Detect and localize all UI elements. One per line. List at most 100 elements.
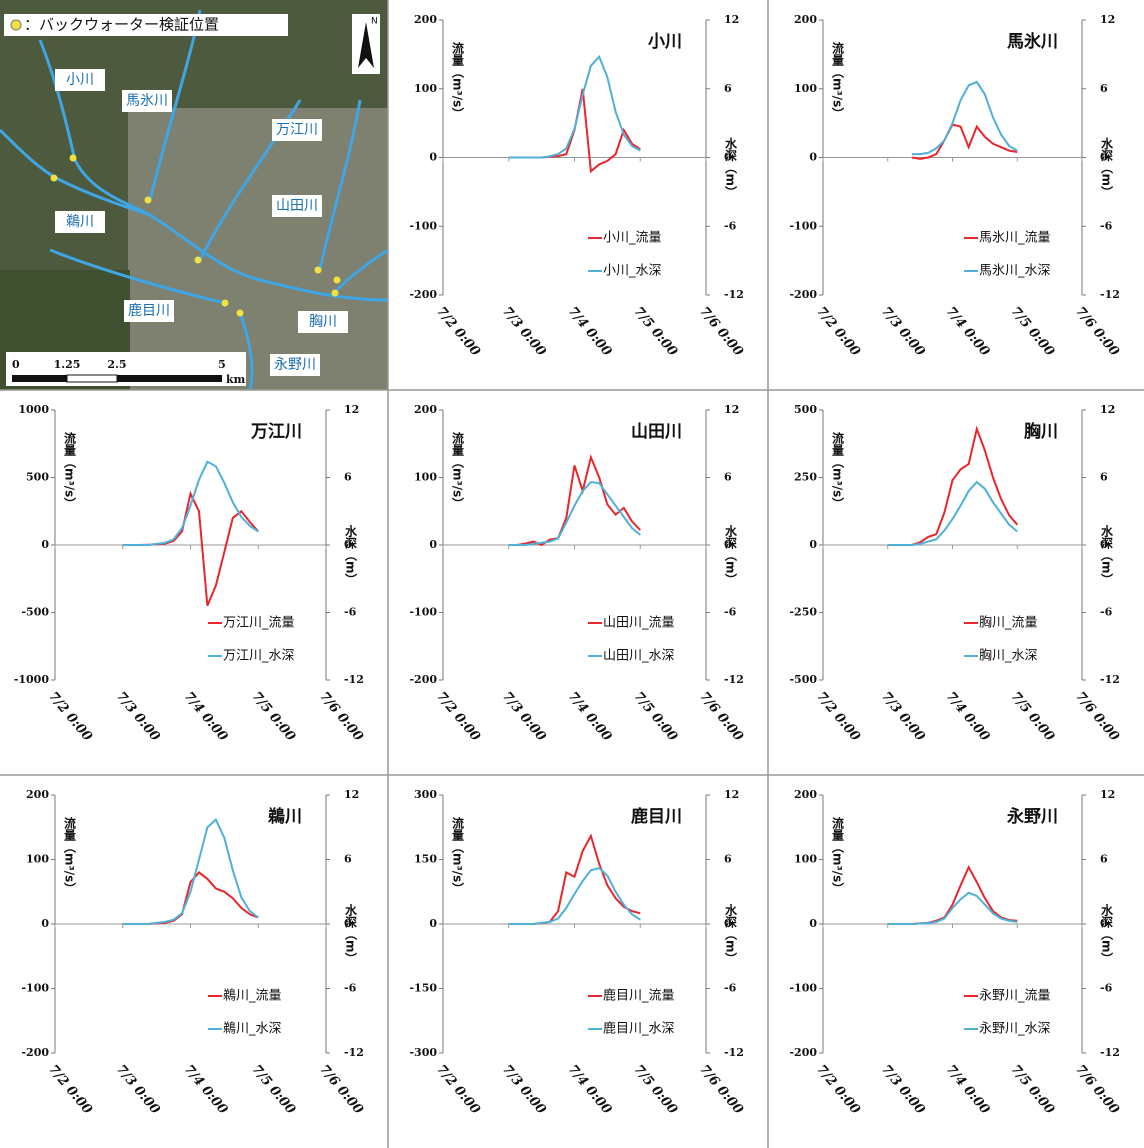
- scale-label: 5: [218, 358, 226, 371]
- y-tick-label: -500: [21, 606, 49, 619]
- y-axis-label: 流量（m³/s）: [831, 41, 845, 120]
- series-line: [123, 820, 258, 924]
- y-tick-label: -100: [21, 982, 49, 995]
- legend-label: 万江川_水深: [223, 649, 295, 664]
- y-tick-label: 100: [414, 471, 437, 484]
- x-tick-label: 7/2 0:00: [813, 1062, 863, 1117]
- y-tick-label: 200: [26, 788, 49, 801]
- scale-bar: [117, 375, 222, 382]
- y2-axis-label: 水深（m）: [344, 524, 358, 586]
- scale-unit: km: [226, 373, 246, 386]
- y-tick-label: 0: [429, 151, 437, 164]
- x-tick-label: 7/3 0:00: [878, 304, 928, 359]
- x-tick-label: 7/4 0:00: [943, 304, 993, 359]
- x-tick-label: 7/3 0:00: [113, 1062, 163, 1117]
- y-axis-label: 流量（m³/s）: [451, 41, 465, 120]
- y2-tick-label: 6: [724, 471, 732, 484]
- y2-axis-label: 水深（m）: [724, 903, 738, 965]
- y2-tick-label: -6: [724, 982, 737, 995]
- y2-tick-label: 12: [724, 13, 739, 26]
- chart-title: 山田川: [631, 422, 682, 442]
- y2-tick-label: -6: [724, 219, 737, 232]
- x-tick-label: 7/3 0:00: [499, 1062, 549, 1117]
- y-axis-label: 流量（m³/s）: [831, 816, 845, 895]
- map-label: 胸川: [309, 314, 337, 330]
- y-tick-label: 500: [26, 471, 49, 484]
- chart-title: 鵜川: [267, 806, 302, 827]
- map-label: 小川: [66, 72, 94, 88]
- legend-label: 鹿目川_流量: [603, 988, 675, 1004]
- chart-title: 馬氷川: [1007, 31, 1058, 52]
- y-tick-label: 100: [794, 853, 817, 866]
- figure: ：バックウォーター検証位置 N 小川馬氷川万江川山田川鵜川鹿目川胸川永野川01.…: [0, 0, 1144, 1148]
- y-tick-label: 0: [429, 538, 437, 551]
- map-legend: ：バックウォーター検証位置: [24, 16, 219, 34]
- x-tick-label: 7/6 0:00: [696, 1062, 746, 1117]
- y-tick-label: 250: [794, 471, 817, 484]
- x-tick-label: 7/5 0:00: [631, 304, 681, 359]
- map-label: 鹿目川: [128, 302, 170, 319]
- y2-tick-label: -6: [1100, 219, 1113, 232]
- series-line: [509, 836, 641, 924]
- y2-tick-label: -6: [344, 982, 357, 995]
- y2-tick-label: -12: [344, 1046, 364, 1059]
- x-tick-label: 7/2 0:00: [433, 1062, 483, 1117]
- x-tick-label: 7/3 0:00: [113, 689, 163, 744]
- legend-label: 胸川_流量: [979, 616, 1038, 631]
- y-tick-label: 0: [41, 538, 49, 551]
- y-tick-label: 200: [794, 13, 817, 26]
- legend-label: 馬氷川_水深: [979, 264, 1051, 279]
- marker: [70, 155, 77, 162]
- x-tick-label: 7/3 0:00: [878, 689, 928, 744]
- y-tick-label: -250: [789, 606, 817, 619]
- scale-bar: [12, 375, 67, 382]
- series-line: [912, 82, 1017, 154]
- y2-tick-label: 6: [1100, 471, 1108, 484]
- y2-tick-label: 6: [724, 853, 732, 866]
- map-label: 山田川: [276, 198, 318, 214]
- x-tick-label: 7/6 0:00: [696, 689, 746, 744]
- y-tick-label: -100: [789, 982, 817, 995]
- y2-axis-label: 水深（m）: [1100, 903, 1114, 965]
- y-tick-label: 200: [414, 13, 437, 26]
- y-tick-label: -300: [409, 1046, 437, 1059]
- scale-label: 2.5: [107, 358, 126, 371]
- legend-label: 馬氷川_流量: [979, 231, 1051, 246]
- x-tick-label: 7/3 0:00: [499, 689, 549, 744]
- x-tick-label: 7/5 0:00: [1008, 1062, 1058, 1117]
- x-tick-label: 7/5 0:00: [631, 1062, 681, 1117]
- y-tick-label: -100: [409, 606, 437, 619]
- legend-label: 万江川_流量: [223, 616, 295, 631]
- legend-label: 山田川_流量: [603, 616, 675, 631]
- y2-axis-label: 水深（m）: [344, 903, 358, 965]
- legend-label: 永野川_流量: [979, 989, 1051, 1004]
- y2-tick-label: 6: [344, 471, 352, 484]
- x-tick-label: 7/6 0:00: [1072, 304, 1122, 359]
- x-tick-label: 7/4 0:00: [181, 689, 231, 744]
- x-tick-label: 7/4 0:00: [943, 1062, 993, 1117]
- y-tick-label: 1000: [18, 403, 49, 416]
- y-tick-label: -200: [789, 288, 817, 301]
- y2-axis-label: 水深（m）: [1100, 136, 1114, 198]
- y-tick-label: 200: [414, 403, 437, 416]
- y-tick-label: -200: [409, 673, 437, 686]
- legend-label: 小川_流量: [603, 231, 662, 246]
- x-tick-label: 7/6 0:00: [316, 1062, 366, 1117]
- y2-tick-label: -12: [1100, 1046, 1120, 1059]
- y2-tick-label: 6: [1100, 853, 1108, 866]
- scale-bar: [67, 375, 117, 382]
- series-line: [888, 429, 1018, 545]
- x-tick-label: 7/2 0:00: [813, 304, 863, 359]
- y-tick-label: 150: [414, 853, 437, 866]
- y-tick-label: 0: [809, 538, 817, 551]
- y-tick-label: -100: [789, 219, 817, 232]
- x-tick-label: 7/4 0:00: [565, 1062, 615, 1117]
- x-tick-label: 7/2 0:00: [433, 689, 483, 744]
- y2-axis-label: 水深（m）: [1100, 524, 1114, 586]
- y-tick-label: 0: [809, 151, 817, 164]
- map-label: 万江川: [276, 122, 318, 138]
- y-tick-label: 300: [414, 788, 437, 801]
- y-tick-label: 100: [794, 82, 817, 95]
- y2-tick-label: 12: [724, 403, 739, 416]
- y-tick-label: -100: [409, 219, 437, 232]
